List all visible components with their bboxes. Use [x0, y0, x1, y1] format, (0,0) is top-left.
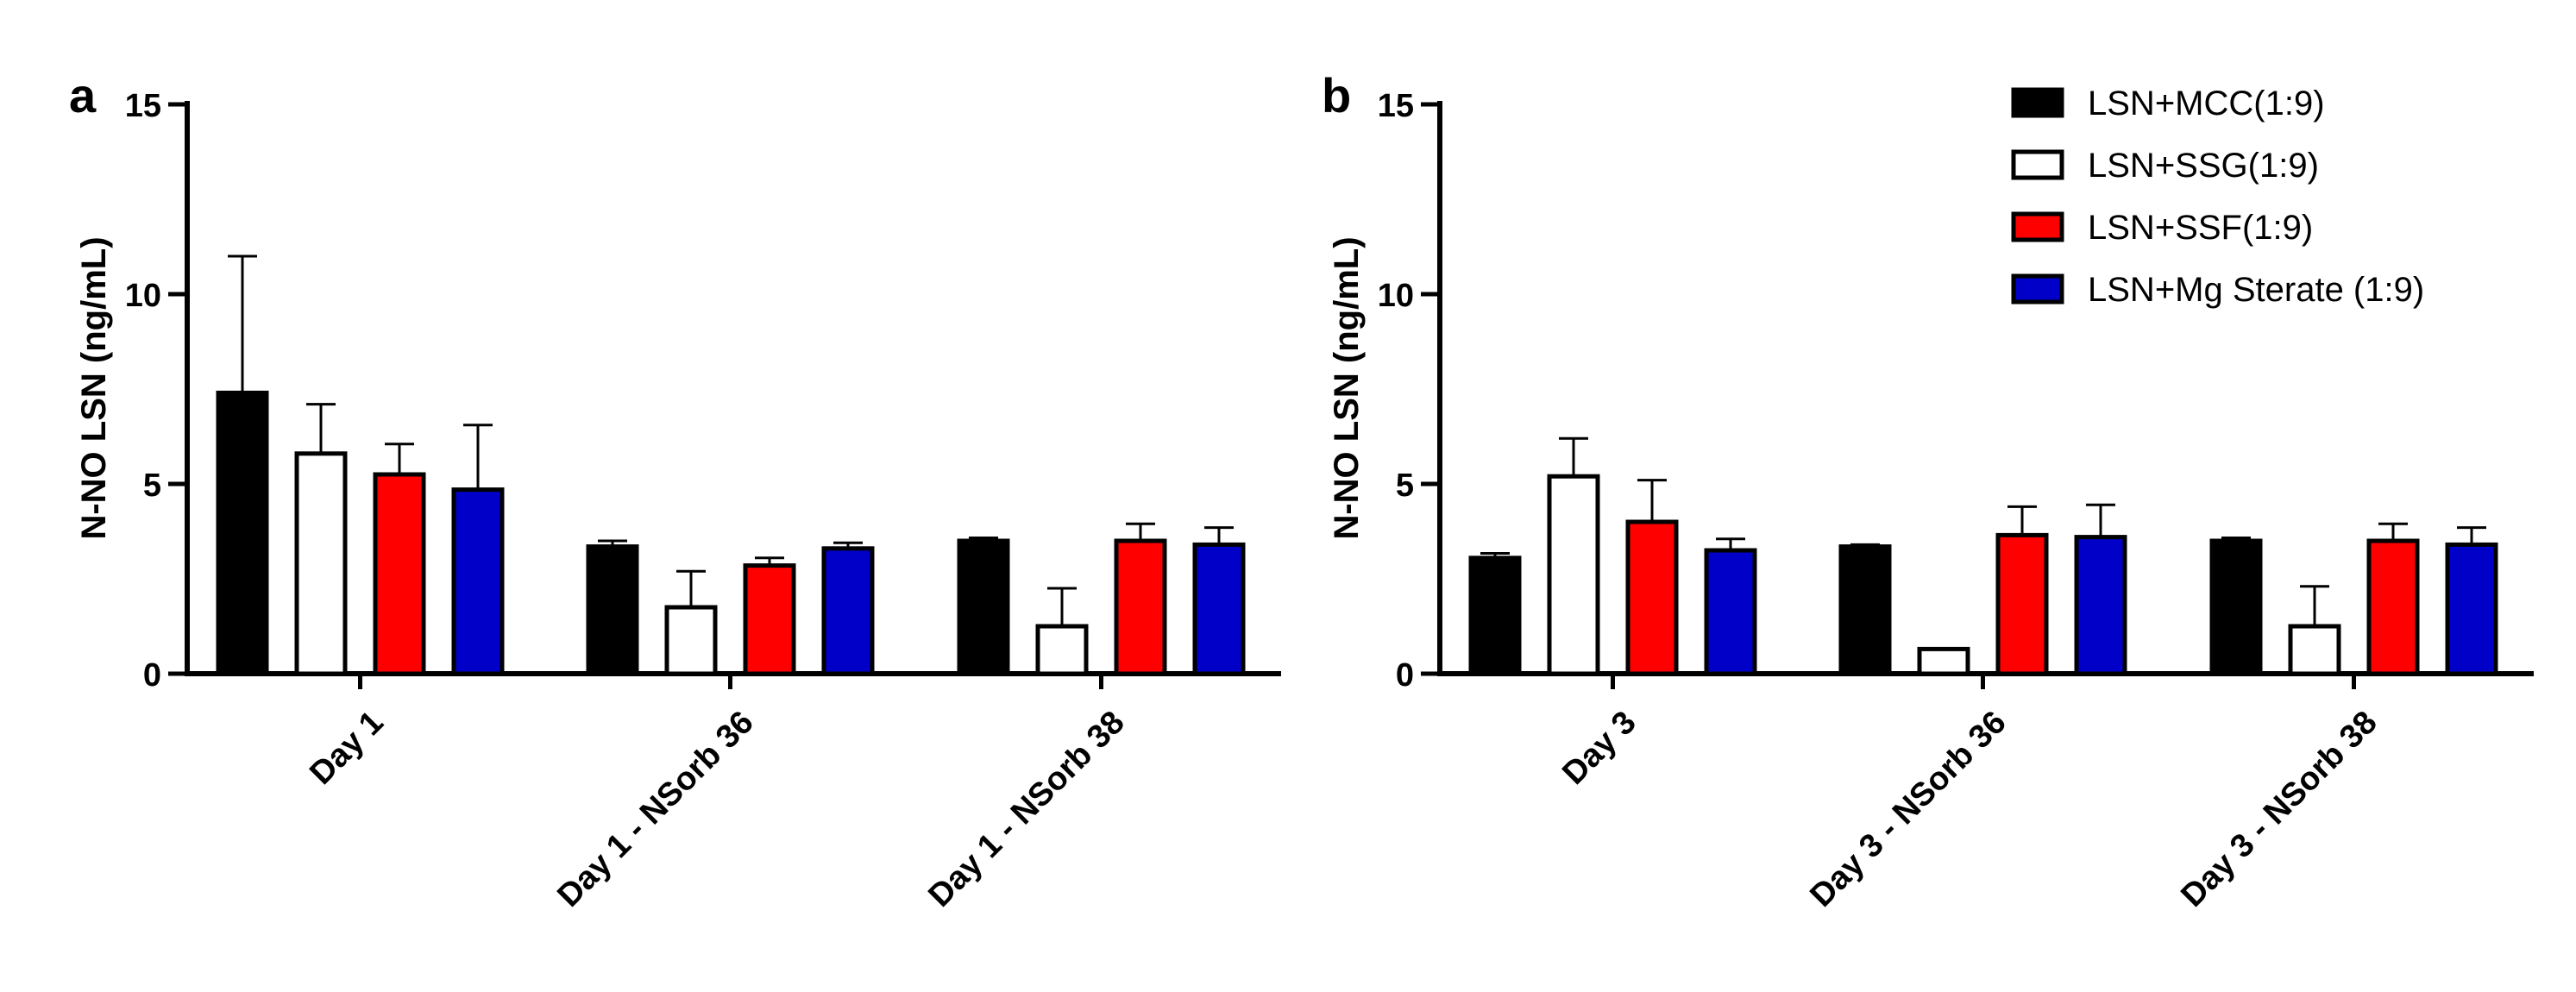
bar [1114, 538, 1167, 676]
bar [1035, 624, 1089, 676]
panel-b: b N-NO LSN (ng/mL) 0 5 10 15 Day 3 Day 3 - NS… [1322, 68, 2534, 914]
bar [216, 390, 269, 676]
legend-swatch-ssf [2011, 211, 2064, 242]
bar [373, 472, 426, 676]
legend: LSN+MCC(1:9) LSN+SSG(1:9) LSN+SSF(1:9) L… [2011, 85, 2424, 309]
bar [1838, 544, 1892, 676]
y-tick-label: 10 [125, 278, 161, 314]
y-tick-label: 0 [1396, 657, 1414, 694]
legend-label-ssf: LSN+SSF(1:9) [2088, 209, 2313, 247]
bar [1704, 548, 1757, 676]
legend-item-ssg: LSN+SSG(1:9) [2011, 147, 2319, 185]
x-tick-label: Day 1 [303, 704, 390, 791]
bar [2288, 624, 2341, 676]
legend-swatch-mcc [2011, 87, 2064, 118]
legend-label-mg-sterate: LSN+Mg Sterate (1:9) [2088, 271, 2424, 309]
bar [1625, 519, 1679, 676]
x-tick-label: Day 3 - NSorb 38 [2174, 704, 2384, 914]
legend-swatch-ssg [2011, 149, 2064, 180]
y-tick-label: 10 [1378, 278, 1414, 314]
bar [743, 563, 796, 676]
y-tick-label: 15 [1378, 88, 1414, 124]
bar [2209, 538, 2263, 676]
bar [1547, 474, 1600, 676]
bar [1468, 556, 1522, 676]
panel-b-letter: b [1322, 68, 1351, 122]
bar [1192, 542, 1246, 676]
panel-a-letter: a [69, 68, 97, 122]
x-tick-label: Day 3 [1555, 704, 1643, 791]
y-tick-label: 5 [143, 468, 161, 504]
legend-item-ssf: LSN+SSF(1:9) [2011, 209, 2313, 247]
bar [586, 544, 639, 676]
y-tick-label: 15 [125, 88, 161, 124]
legend-item-mg-sterate: LSN+Mg Sterate (1:9) [2011, 271, 2424, 309]
x-tick-label: Day 3 - NSorb 36 [1803, 704, 2013, 914]
bar [664, 605, 718, 676]
x-tick-label: Day 1 - NSorb 36 [550, 704, 760, 914]
bar [957, 538, 1010, 676]
panel-a: a N-NO LSN (ng/mL) 0 5 10 15 Day 1 Day 1 - NS… [69, 68, 1281, 914]
legend-label-mcc: LSN+MCC(1:9) [2088, 85, 2325, 122]
bar [1995, 532, 2049, 676]
y-tick-label: 5 [1396, 468, 1414, 504]
bar [1917, 646, 1970, 676]
bar [451, 487, 505, 676]
bar [2445, 542, 2498, 676]
legend-item-mcc: LSN+MCC(1:9) [2011, 85, 2325, 122]
bar [294, 451, 348, 676]
panel-a-y-axis-label: N-NO LSN (ng/mL) [75, 236, 113, 539]
y-tick-label: 0 [143, 657, 161, 694]
bar [2366, 538, 2420, 676]
legend-label-ssg: LSN+SSG(1:9) [2088, 147, 2319, 185]
bar [2074, 535, 2127, 676]
legend-swatch-mg-sterate [2011, 273, 2064, 305]
x-tick-label: Day 1 - NSorb 38 [921, 704, 1131, 914]
panel-b-y-axis-label: N-NO LSN (ng/mL) [1328, 236, 1366, 539]
panel-a-plot: 0 5 10 15 Day 1 Day 1 - NSorb 36 Day 1 - NSorb… [125, 88, 1281, 914]
panel-b-plot: 0 5 10 15 Day 3 Day 3 - NSorb 36 Day 3 - NSorb… [1378, 88, 2534, 914]
bar [821, 546, 875, 676]
